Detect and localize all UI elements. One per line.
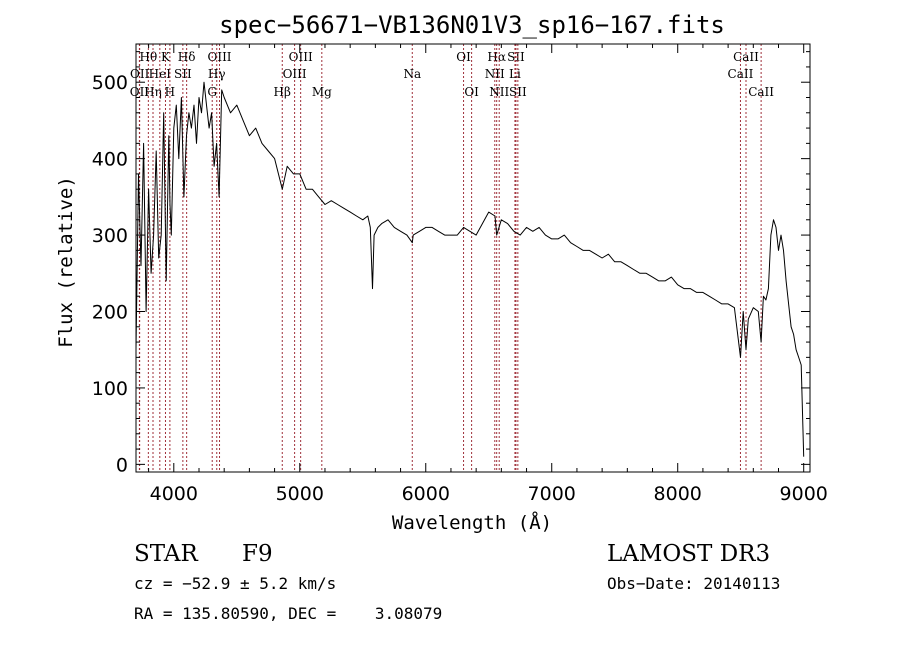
y-tick-label: 0 xyxy=(116,454,128,476)
x-tick-label: 6000 xyxy=(402,483,450,505)
spectrum-series xyxy=(135,81,805,457)
line-label: H xyxy=(165,85,175,99)
survey-name: LAMOST DR3 xyxy=(607,541,771,567)
chart-title: spec−56671−VB136N01V3_sp16−167.fits xyxy=(219,11,725,39)
line-label: NII xyxy=(485,67,505,81)
line-label: Hη xyxy=(144,85,162,99)
line-label: CaII xyxy=(728,67,754,81)
line-label: Hδ xyxy=(178,50,196,64)
line-label: NII xyxy=(489,85,509,99)
y-tick-label: 200 xyxy=(92,302,128,324)
line-label: Li xyxy=(509,67,521,81)
y-tick-label: 500 xyxy=(92,72,128,94)
line-label: OII xyxy=(130,67,150,81)
line-label: Na xyxy=(403,67,421,81)
object-class: STAR xyxy=(134,541,198,567)
x-tick-label: 9000 xyxy=(780,483,828,505)
y-axis-label: Flux (relative) xyxy=(55,176,77,348)
x-axis-label: Wavelength (Å) xyxy=(392,511,552,534)
line-label: Hβ xyxy=(274,85,291,99)
line-label: Hθ xyxy=(139,50,157,64)
x-tick-label: 8000 xyxy=(654,483,702,505)
line-label: Hγ xyxy=(208,67,226,81)
line-label: Hα xyxy=(487,50,506,64)
line-label: SII xyxy=(174,67,192,81)
line-label: OI xyxy=(464,85,479,99)
x-tick-label: 5000 xyxy=(276,483,324,505)
line-label: Mg xyxy=(312,85,332,99)
line-label: SII xyxy=(509,85,527,99)
line-label: OIII xyxy=(207,50,231,64)
line-label: G xyxy=(207,85,217,99)
axis-ticks: 4000 5000 6000 7000 8000 9000 0 100 200 300 400 500 xyxy=(92,44,828,505)
plot-frame xyxy=(135,43,811,473)
x-tick-label: 4000 xyxy=(150,483,198,505)
x-tick-label: 7000 xyxy=(528,483,576,505)
y-tick-label: 100 xyxy=(92,378,128,400)
series-line xyxy=(135,81,805,457)
line-label: OI xyxy=(456,50,471,64)
object-subclass: F9 xyxy=(242,541,273,567)
line-label: CaII xyxy=(733,50,759,64)
line-label: OIII xyxy=(289,50,313,64)
line-label: K xyxy=(161,50,171,64)
line-label: SII xyxy=(507,50,525,64)
y-tick-label: 400 xyxy=(92,149,128,171)
y-tick-label: 300 xyxy=(92,225,128,247)
line-label: HeI xyxy=(149,67,172,81)
redshift-cz: cz = −52.9 ± 5.2 km/s xyxy=(134,574,337,593)
coordinates: RA = 135.80590, DEC = 3.08079 xyxy=(134,604,443,623)
line-label: OIII xyxy=(283,67,307,81)
line-label: CaII xyxy=(748,85,774,99)
observation-date: Obs−Date: 20140113 xyxy=(607,574,781,593)
